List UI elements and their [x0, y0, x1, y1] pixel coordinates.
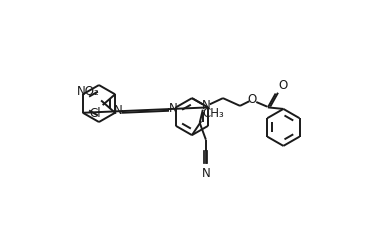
- Text: N: N: [169, 102, 178, 115]
- Text: CH₃: CH₃: [202, 107, 224, 120]
- Text: NO₂: NO₂: [77, 85, 100, 98]
- Text: N: N: [202, 167, 210, 180]
- Text: O: O: [279, 79, 288, 92]
- Text: Cl: Cl: [90, 107, 101, 120]
- Text: N: N: [113, 104, 122, 117]
- Text: N: N: [202, 99, 210, 112]
- Text: O: O: [248, 93, 257, 106]
